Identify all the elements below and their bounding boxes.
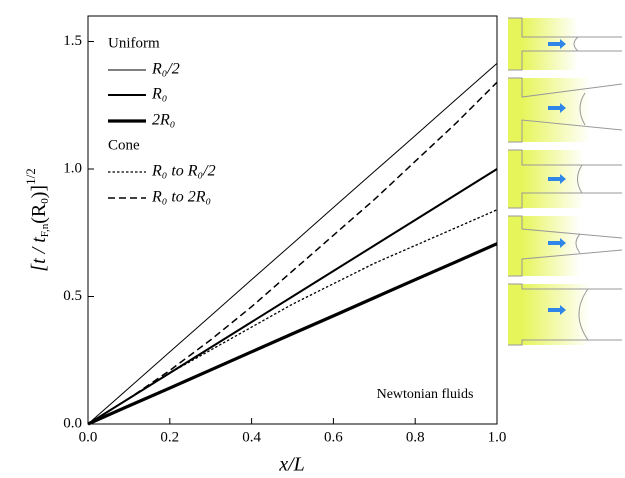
y-tick-label: 0.5 [63, 288, 82, 304]
nozzle [508, 283, 622, 346]
legend-label: R₀ to 2R₀ [151, 189, 211, 206]
x-tick-label: 1.0 [488, 429, 507, 445]
y-tick-label: 1.0 [63, 160, 82, 176]
y-label-part: )] [28, 185, 50, 198]
plot-frame [87, 15, 498, 425]
x-tick-label: 0.0 [79, 429, 98, 445]
x-tick-label: 0.6 [324, 429, 343, 445]
y-label-part: (R [28, 203, 50, 224]
series-line [87, 209, 498, 425]
nozzle-diagrams [508, 17, 623, 346]
y-label-part: F,n [39, 223, 51, 237]
y-label-part: 1/2 [23, 168, 38, 185]
series-line [87, 168, 498, 425]
nozzle [508, 17, 622, 71]
legend-label: R₀/2 [151, 61, 180, 78]
nozzle [508, 149, 622, 209]
series-line [87, 242, 498, 426]
legend-label: R₀ to R₀/2 [151, 163, 216, 180]
y-label-part: [t / t [28, 237, 50, 272]
legend-group-title: Cone [108, 137, 140, 153]
legend-label: 2R₀ [152, 112, 175, 129]
legend-label: R₀ [151, 86, 167, 103]
y-tick-label: 0.0 [63, 415, 82, 431]
series-line [87, 81, 498, 425]
annotation: Newtonian fluids [377, 387, 474, 402]
x-tick-label: 0.2 [160, 429, 179, 445]
nozzle [508, 77, 623, 143]
series-line [87, 63, 498, 425]
x-tick-label: 0.4 [242, 429, 261, 445]
y-tick-label: 1.5 [63, 33, 82, 49]
x-tick-label: 0.8 [406, 429, 425, 445]
y-label-part: 0 [39, 198, 51, 204]
legend-group-title: Uniform [108, 35, 160, 51]
y-axis-label: [t / tF,n(R0)]1/2 [23, 168, 51, 271]
nozzle [508, 215, 623, 277]
x-axis-label: x/L [278, 454, 305, 476]
